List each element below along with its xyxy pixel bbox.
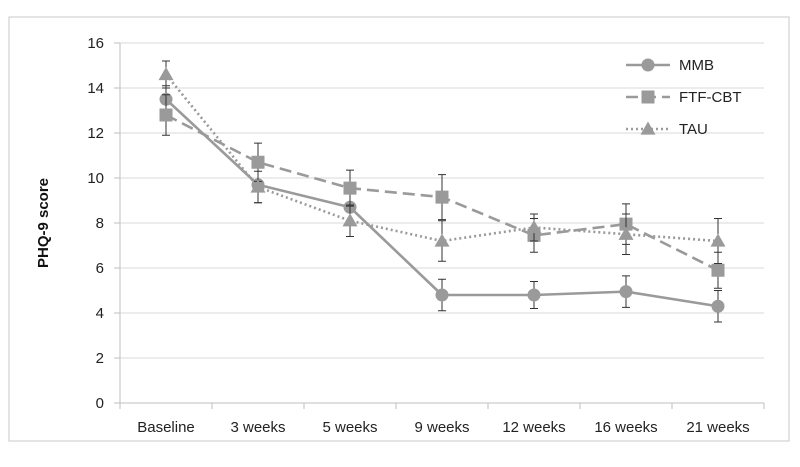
y-tick-label-16: 16 [87,35,104,52]
series-layer [158,60,726,323]
point-mmb-3 [435,288,449,302]
point-tau-0 [158,67,174,81]
legend: MMB FTF-CBT TAU [626,57,741,138]
y-tick-label-10: 10 [87,170,104,187]
x-tick-label-6: 21 weeks [686,419,749,436]
legend-item-tau: TAU [626,121,708,138]
point-mmb-6 [711,299,725,313]
axes: 0 2 4 6 8 10 12 14 16 Baseline 3 weeks 5 weeks 9 wee… [87,35,765,436]
point-ftf-cbt-0 [159,108,173,122]
legend-label-mmb: MMB [679,57,714,74]
y-tick-label-4: 4 [96,305,104,322]
point-tau-2 [342,213,358,227]
point-ftf-cbt-3 [435,190,449,204]
x-tick-label-5: 16 weeks [594,419,657,436]
y-tick-label-2: 2 [96,350,104,367]
point-tau-4 [526,220,542,234]
legend-label-ftf-cbt: FTF-CBT [679,89,741,106]
point-mmb-5 [619,285,633,299]
x-tick-label-4: 12 weeks [502,419,565,436]
point-ftf-cbt-6 [711,263,725,277]
point-mmb-4 [527,288,541,302]
y-tick-label-14: 14 [87,80,104,97]
series-tau [158,60,726,264]
legend-label-tau: TAU [679,121,708,138]
y-tick-label-12: 12 [87,125,104,142]
y-tick-label-0: 0 [96,395,104,412]
legend-marker-mmb [641,58,655,72]
x-tick-label-1: 3 weeks [230,419,285,436]
point-ftf-cbt-2 [343,181,357,195]
legend-marker-ftf-cbt [641,90,655,104]
legend-item-ftf-cbt: FTF-CBT [626,89,741,106]
x-tick-label-3: 9 weeks [414,419,469,436]
y-axis-title: PHQ-9 score [35,178,52,268]
chart-border [8,16,790,442]
point-ftf-cbt-1 [251,155,265,169]
x-tick-label-0: Baseline [137,419,195,436]
legend-item-mmb: MMB [626,57,714,74]
y-tick-label-8: 8 [96,215,104,232]
x-tick-label-2: 5 weeks [322,419,377,436]
point-tau-1 [250,179,266,193]
point-tau-5 [618,226,634,240]
legend-marker-tau [640,121,656,135]
point-tau-6 [710,233,726,247]
point-tau-3 [434,233,450,247]
y-tick-label-6: 6 [96,260,104,277]
